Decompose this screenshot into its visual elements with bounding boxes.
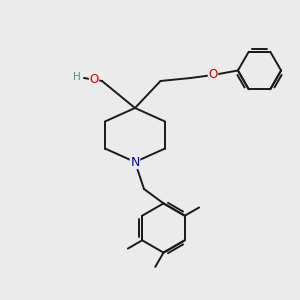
Text: O: O <box>89 73 99 86</box>
Text: O: O <box>208 68 217 82</box>
Text: N: N <box>130 155 140 169</box>
Text: H: H <box>73 71 81 82</box>
